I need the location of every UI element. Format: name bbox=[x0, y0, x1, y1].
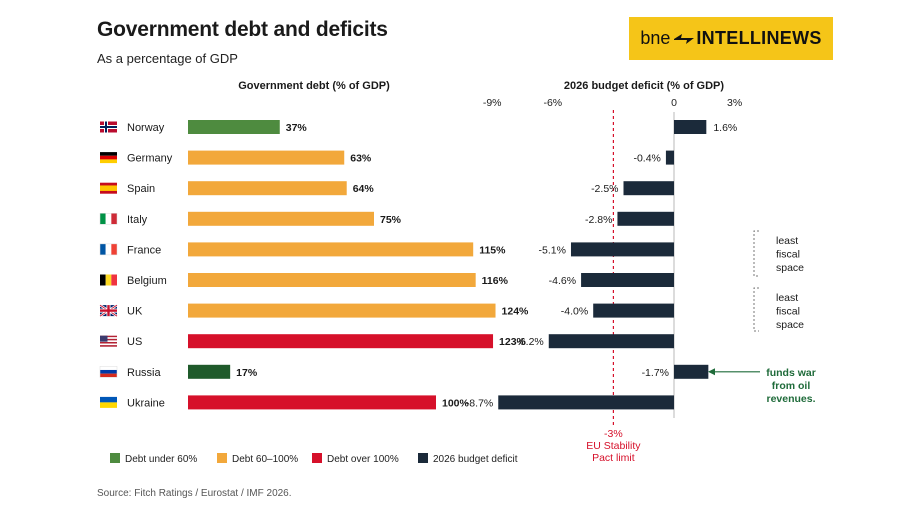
debt-bar bbox=[188, 303, 496, 318]
debt-bar bbox=[188, 334, 494, 349]
least-fiscal-space-2-label: space bbox=[776, 319, 804, 331]
source-note: Source: Fitch Ratings / Eurostat / IMF 2… bbox=[97, 488, 292, 499]
deficit-value-label: -2.5% bbox=[591, 183, 618, 195]
debt-bar bbox=[188, 120, 280, 134]
legend-swatch bbox=[312, 453, 322, 463]
deficit-panel-title: 2026 budget deficit (% of GDP) bbox=[564, 80, 724, 92]
deficit-x-tick-label: -9% bbox=[483, 97, 502, 109]
debt-value-label: 75% bbox=[380, 214, 402, 226]
debt-value-label: 37% bbox=[286, 122, 308, 134]
deficit-value-label: -0.4% bbox=[633, 153, 660, 165]
spain-flag-icon bbox=[100, 182, 117, 194]
deficit-bar bbox=[617, 211, 674, 226]
eu-limit-label: EU Stability bbox=[586, 440, 641, 452]
least-fiscal-space-1-label: least bbox=[776, 235, 798, 247]
deficit-value-label: -2.8% bbox=[585, 214, 612, 226]
deficit-bar bbox=[593, 303, 674, 318]
deficit-value-label: -4.6% bbox=[549, 275, 576, 287]
ukraine-flag-icon bbox=[100, 396, 117, 408]
chart-subtitle: As a percentage of GDP bbox=[97, 51, 238, 66]
belgium-flag-icon bbox=[100, 274, 117, 286]
country-label: UK bbox=[127, 306, 143, 318]
france-flag-icon bbox=[99, 243, 118, 256]
country-label: Norway bbox=[127, 122, 165, 134]
debt-bar bbox=[188, 242, 474, 257]
italy-flag-icon bbox=[99, 213, 118, 225]
debt-bar bbox=[188, 211, 374, 226]
deficit-x-tick-label: 3% bbox=[727, 97, 742, 109]
deficit-value-label: -8.7% bbox=[466, 397, 493, 409]
russia-annotation-label: revenues. bbox=[766, 393, 815, 405]
country-label: Spain bbox=[127, 183, 155, 195]
legend-swatch bbox=[110, 453, 120, 463]
russia-annotation-label: funds war bbox=[766, 367, 816, 379]
deficit-x-tick-label: -6% bbox=[543, 97, 562, 109]
country-label: US bbox=[127, 336, 142, 348]
eu-limit-label: Pact limit bbox=[592, 452, 635, 464]
russia-annotation-label: from oil bbox=[772, 380, 811, 392]
least-fiscal-space-2-bracket bbox=[753, 287, 759, 332]
deficit-value-label: 1.6% bbox=[713, 122, 737, 134]
legend-label: Debt under 60% bbox=[125, 454, 197, 465]
legend-swatch bbox=[217, 453, 227, 463]
norway-flag-icon bbox=[100, 121, 117, 133]
country-label: France bbox=[127, 244, 161, 256]
debt-panel-title: Government debt (% of GDP) bbox=[238, 80, 390, 92]
deficit-bar bbox=[581, 273, 674, 287]
country-label: Russia bbox=[127, 367, 162, 379]
eu-limit-label: -3% bbox=[604, 428, 623, 440]
us-flag-icon bbox=[100, 335, 117, 347]
debt-bar bbox=[188, 150, 345, 165]
debt-bar bbox=[188, 395, 436, 410]
debt-bar bbox=[188, 364, 231, 379]
debt-value-label: 115% bbox=[479, 244, 506, 256]
deficit-bar bbox=[498, 395, 674, 410]
debt-value-label: 100% bbox=[442, 397, 470, 409]
country-label: Germany bbox=[127, 153, 173, 165]
deficit-bar bbox=[623, 181, 674, 196]
deficit-bar bbox=[570, 242, 674, 257]
deficit-x-tick-label: 0 bbox=[671, 97, 677, 109]
legend-swatch bbox=[418, 453, 428, 463]
bne-intellinews-logo: bne INTELLINEWS bbox=[629, 17, 833, 60]
chart-title: Government debt and deficits bbox=[97, 18, 388, 41]
russia-flag-icon bbox=[99, 366, 118, 378]
debt-value-label: 123% bbox=[499, 336, 527, 348]
russia-annotation-arrowhead bbox=[708, 368, 715, 376]
deficit-bar bbox=[674, 120, 707, 134]
deficit-value-label: -6.2% bbox=[516, 336, 543, 348]
uk-flag-icon bbox=[99, 304, 118, 318]
country-label: Belgium bbox=[127, 275, 167, 287]
least-fiscal-space-1-bracket bbox=[753, 230, 759, 277]
country-label: Italy bbox=[127, 214, 148, 226]
deficit-value-label: -5.1% bbox=[539, 244, 566, 256]
debt-value-label: 63% bbox=[350, 153, 372, 165]
least-fiscal-space-1-label: space bbox=[776, 262, 804, 274]
deficit-value-label: -1.7% bbox=[642, 367, 669, 379]
least-fiscal-space-2-label: least bbox=[776, 292, 798, 304]
debt-bar bbox=[188, 181, 347, 196]
least-fiscal-space-1-label: fiscal bbox=[776, 249, 800, 261]
debt-value-label: 17% bbox=[236, 367, 258, 379]
debt-value-label: 116% bbox=[482, 275, 509, 287]
germany-flag-icon bbox=[100, 152, 117, 164]
debt-bar bbox=[188, 273, 476, 287]
legend-label: Debt 60–100% bbox=[232, 454, 298, 465]
lightning-icon bbox=[674, 28, 695, 49]
debt-value-label: 64% bbox=[353, 183, 375, 195]
least-fiscal-space-2-label: fiscal bbox=[776, 306, 800, 318]
deficit-bar bbox=[674, 364, 709, 379]
debt-value-label: 124% bbox=[502, 306, 530, 318]
deficit-value-label: -4.0% bbox=[561, 306, 588, 318]
deficit-bar bbox=[548, 334, 674, 349]
country-label: Ukraine bbox=[127, 397, 165, 409]
deficit-bar bbox=[665, 150, 674, 165]
legend-label: Debt over 100% bbox=[327, 454, 399, 465]
legend-label: 2026 budget deficit bbox=[433, 454, 518, 465]
